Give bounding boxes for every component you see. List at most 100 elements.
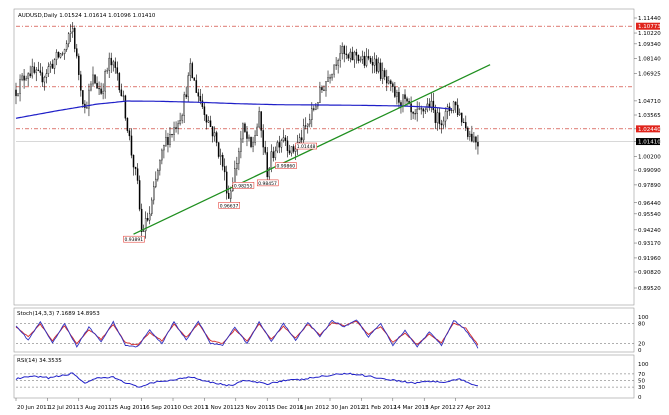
- candle-body: [120, 89, 123, 97]
- candle-body: [35, 69, 38, 73]
- level-price-box: [636, 22, 660, 30]
- candle-body: [43, 77, 46, 83]
- candle-body: [400, 102, 402, 106]
- candle-body: [148, 213, 151, 221]
- candle-body: [450, 109, 453, 111]
- candle-body: [440, 123, 443, 126]
- candle-body: [383, 70, 386, 77]
- candle-body: [114, 61, 117, 68]
- candle-body: [183, 94, 185, 116]
- candle-body: [264, 146, 266, 153]
- price-tick-label: 0.99090: [638, 168, 661, 174]
- moving-average-line: [15, 100, 452, 119]
- candle-body: [197, 92, 200, 97]
- candle-body: [252, 142, 254, 147]
- candle-body: [209, 120, 212, 127]
- candle-body: [21, 75, 23, 80]
- candle-body: [471, 133, 473, 142]
- candles: [15, 22, 479, 239]
- candle-body: [116, 67, 119, 74]
- candle-body: [191, 63, 194, 79]
- candle-body: [349, 51, 352, 59]
- candle-body: [465, 122, 467, 129]
- candle-body: [31, 66, 33, 77]
- candle-body: [337, 60, 339, 66]
- current-price-label: 1.01410: [638, 140, 661, 146]
- price-tick-label: 1.00200: [638, 154, 661, 160]
- time-tick-label: 10 Oct 2011: [174, 405, 208, 411]
- price-tick-label: 0.94240: [638, 228, 661, 234]
- candle-body: [331, 73, 333, 79]
- time-tick-label: 20 Jun 2011: [17, 405, 50, 411]
- candle-body: [319, 87, 321, 103]
- candle-body: [94, 74, 96, 84]
- candle-body: [53, 59, 56, 69]
- candle-body: [278, 142, 281, 148]
- time-tick-label: 23 Nov 2011: [237, 405, 272, 411]
- candle-body: [193, 77, 196, 81]
- swing-low-label: 0.98255: [234, 183, 253, 189]
- candle-body: [402, 94, 404, 106]
- candle-body: [213, 132, 216, 137]
- candle-body: [51, 63, 54, 69]
- candle-body: [288, 150, 291, 154]
- support-trendline: [133, 64, 491, 235]
- candle-body: [351, 51, 354, 61]
- candle-body: [126, 118, 129, 131]
- candle-body: [444, 111, 447, 122]
- candle-body: [276, 142, 279, 152]
- candle-body: [124, 95, 127, 119]
- swing-low-labels: 0.93891 0.96637 0.98255 0.98457 0.99860 1.014…: [123, 142, 317, 243]
- candle-body: [359, 59, 362, 61]
- candle-body: [230, 190, 232, 199]
- candle-body: [432, 100, 435, 111]
- candle-body: [404, 94, 406, 99]
- candle-body: [181, 115, 183, 121]
- candle-body: [104, 71, 106, 92]
- rsi-levels: [16, 373, 634, 388]
- candle-body: [207, 120, 210, 123]
- candle-body: [406, 98, 408, 102]
- price-panel: AUDUSD,Daily 1.01524 1.01614 1.01096 1.0…: [13, 8, 661, 306]
- oscillator-tick-label: 0: [638, 348, 642, 354]
- candle-body: [238, 151, 240, 164]
- candle-body: [454, 101, 457, 106]
- candle-body: [304, 125, 307, 127]
- price-tick-label: 1.11440: [638, 16, 661, 22]
- symbol-header: AUDUSD,Daily 1.01524 1.01614 1.01096 1.0…: [18, 13, 156, 19]
- candle-body: [298, 137, 301, 143]
- candle-body: [55, 51, 58, 60]
- candle-body: [452, 101, 455, 111]
- candle-body: [39, 70, 42, 73]
- oscillator-tick-label: 100: [638, 315, 649, 321]
- time-tick-label: 25 Aug 2011: [111, 405, 146, 411]
- candle-body: [442, 120, 445, 126]
- candle-body: [377, 62, 380, 72]
- candle-body: [187, 75, 189, 98]
- candle-body: [128, 130, 131, 137]
- candle-body: [195, 80, 198, 93]
- candle-body: [215, 132, 218, 143]
- candle-body: [345, 53, 348, 55]
- candle-body: [292, 146, 295, 152]
- candle-body: [110, 57, 112, 66]
- candle-body: [250, 136, 252, 147]
- candle-body: [155, 178, 157, 187]
- candle-body: [63, 49, 66, 54]
- candle-body: [424, 109, 427, 112]
- candle-body: [347, 54, 350, 59]
- oscillator-tick-label: 80: [638, 322, 645, 328]
- oscillator-tick-label: 70: [638, 372, 645, 378]
- stochastic-title: Stoch(14,3,3) 7.1689 14.8953: [17, 311, 100, 317]
- candle-body: [469, 133, 471, 137]
- swing-low-label-box: [256, 179, 279, 187]
- candle-body: [122, 95, 125, 97]
- candle-body: [313, 108, 315, 110]
- price-tick-label: 0.89520: [638, 286, 661, 292]
- candle-body: [86, 107, 88, 109]
